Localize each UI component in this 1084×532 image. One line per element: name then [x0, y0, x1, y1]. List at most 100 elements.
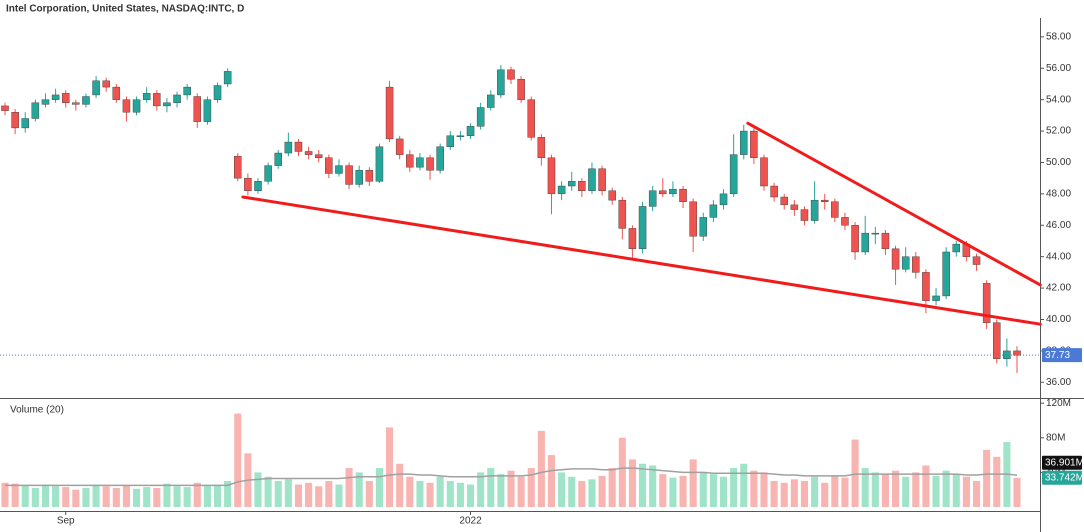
volume-bar [31, 487, 39, 507]
candle-body [335, 165, 343, 174]
volume-bar [639, 463, 647, 507]
y-tick-label: 42.00 [1046, 283, 1071, 294]
candle-body [72, 102, 80, 105]
volume-tick-label: 120M [1046, 398, 1071, 409]
candle-body [173, 94, 181, 103]
chart-title: Intel Corporation, United States, NASDAQ… [6, 4, 244, 15]
volume-bar [325, 481, 333, 507]
volume-bar [568, 476, 576, 507]
volume-title: Volume (20) [10, 405, 64, 416]
candle-body [567, 181, 576, 187]
candle-body [537, 137, 546, 158]
last-price-tag-box [1042, 348, 1082, 363]
candle-body [213, 85, 222, 100]
candle-body [345, 165, 353, 185]
volume-bar [143, 487, 151, 507]
volume-bar [507, 470, 515, 507]
candle-body [699, 217, 708, 237]
candle-body [406, 154, 414, 168]
volume-bar [294, 484, 303, 507]
volume-bar [649, 465, 657, 507]
candle-body [598, 168, 606, 191]
volume-bar [578, 481, 586, 507]
candle-body [891, 248, 900, 270]
volume-bar [446, 481, 454, 507]
candle-body [942, 251, 950, 297]
volume-bar [335, 484, 343, 507]
candle-body [659, 190, 667, 195]
candle-body [153, 93, 161, 107]
volume-bar [72, 489, 80, 507]
candle-body [426, 157, 434, 171]
candle-body [122, 99, 131, 113]
volume-bar [112, 487, 120, 507]
volume-bar [173, 486, 181, 507]
volume-bar [760, 472, 768, 507]
volume-bar [709, 474, 717, 507]
candle-body [841, 217, 849, 226]
volume-bar [871, 472, 879, 507]
candle-body [851, 225, 859, 253]
candle-body [932, 295, 940, 301]
volume-ma-tag: 36.901M [1045, 457, 1084, 468]
candle-body [487, 94, 495, 108]
y-tick-label: 36.00 [1046, 377, 1071, 388]
volume-bar [942, 470, 950, 507]
candle-body [982, 283, 991, 323]
volume-bar [234, 413, 242, 507]
trendline [241, 195, 1042, 326]
volume-ma-line [5, 467, 1018, 487]
y-tick-label: 48.00 [1046, 189, 1071, 200]
volume-bar [1, 482, 9, 507]
candle-body [142, 93, 151, 100]
volume-bar [811, 476, 819, 507]
volume-bar [62, 487, 70, 507]
volume-bar [345, 468, 353, 507]
candle-body [294, 141, 303, 152]
x-tick-label: 2022 [459, 516, 482, 527]
volume-last-tag-box [1042, 470, 1082, 485]
candle-body [740, 130, 748, 155]
volume-bar [396, 463, 404, 507]
volume-bar [254, 472, 262, 507]
volume-bar [588, 479, 596, 507]
volume-bar [962, 476, 970, 507]
candle-body [922, 272, 930, 301]
candle-body [689, 201, 697, 237]
volume-bar [477, 472, 485, 507]
candle-body [61, 93, 70, 103]
volume-bar [730, 468, 738, 507]
volume-bar [487, 468, 495, 507]
candle-body [365, 170, 374, 182]
volume-bar [305, 482, 313, 507]
candle-body [92, 80, 100, 96]
volume-bar [52, 486, 60, 507]
volume-bar [224, 481, 232, 507]
volume-bar [972, 481, 981, 507]
volume-bar [618, 437, 626, 507]
candle-body [527, 99, 535, 138]
volume-bar [831, 475, 839, 507]
volume-bar [274, 481, 282, 507]
candle-body [912, 256, 920, 273]
candle-body [183, 86, 191, 96]
candle-body [476, 107, 485, 127]
volume-bar [203, 485, 211, 507]
volume-bar [922, 465, 930, 507]
y-tick-label: 58.00 [1046, 31, 1071, 42]
candle-body [790, 204, 799, 210]
candle-body [588, 168, 596, 191]
candle-body [871, 232, 880, 235]
volume-bar [436, 476, 444, 507]
volume-bar [82, 487, 90, 507]
candle-body [466, 126, 475, 136]
candle-body [810, 199, 819, 221]
candle-body [972, 256, 981, 265]
candle-body [760, 157, 768, 187]
candle-body [901, 256, 910, 270]
candle-body [21, 118, 29, 129]
candle-body [719, 193, 728, 206]
candle-body [770, 185, 778, 198]
volume-bar [881, 474, 889, 507]
volume-bar [426, 482, 434, 507]
